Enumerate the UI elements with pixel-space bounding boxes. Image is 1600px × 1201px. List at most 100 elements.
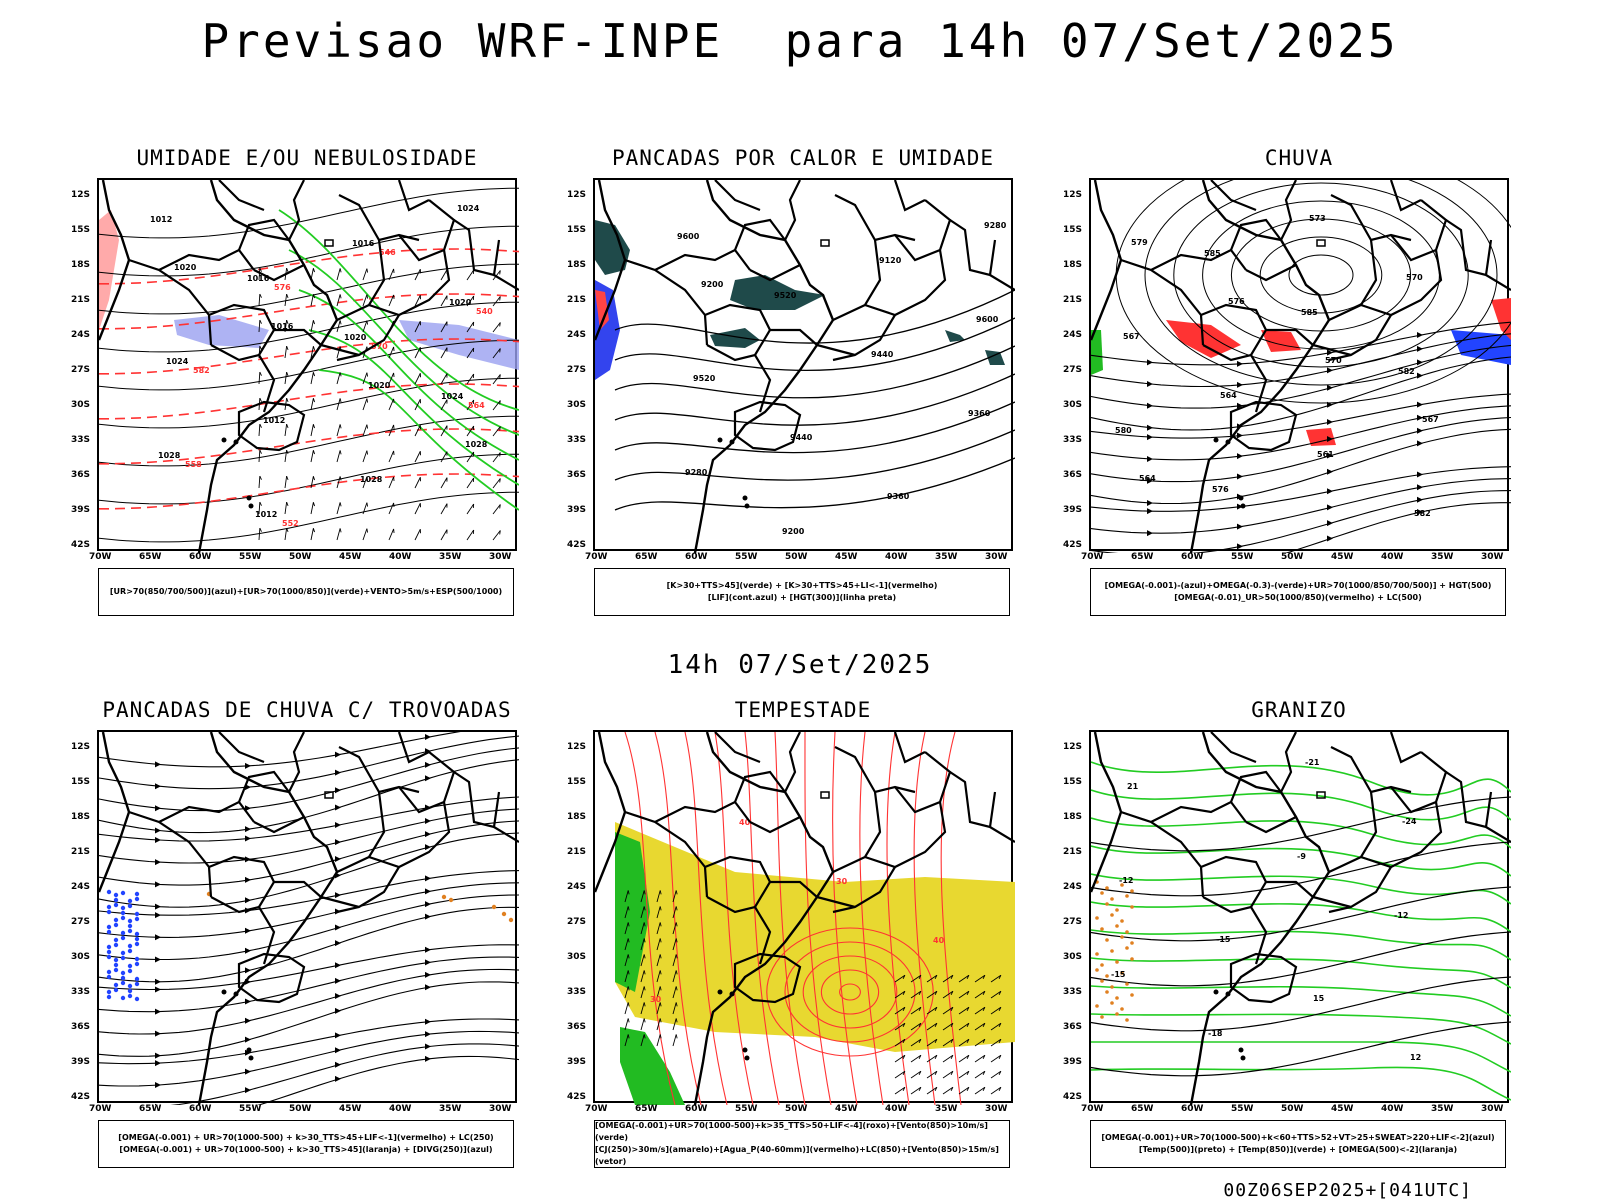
contour-label: 1016 — [352, 239, 375, 248]
lat-tick-label: 21S — [1063, 295, 1082, 305]
streamline-arrow — [335, 839, 341, 845]
lat-tick-label: 24S — [71, 330, 90, 340]
coastline — [595, 180, 833, 553]
wind-arrow-head — [340, 528, 341, 532]
omega-dot — [1100, 927, 1104, 931]
streamline-arrow — [1147, 359, 1153, 365]
omega-dot — [1100, 979, 1104, 983]
wind-arrow — [259, 294, 260, 306]
divergence-dot — [107, 955, 111, 959]
lon-tick-label: 45W — [835, 1104, 857, 1114]
country-border — [950, 772, 995, 827]
omega-dot — [1110, 1001, 1114, 1005]
contour-label: 561 — [1317, 450, 1334, 459]
country-border — [990, 275, 1015, 290]
streamline-arrow — [425, 1019, 431, 1025]
streamline-arrow — [155, 1031, 161, 1037]
map-outline — [595, 180, 1015, 553]
contour-label: 576 — [274, 283, 291, 292]
streamlines — [1091, 322, 1511, 553]
streamline-arrow — [335, 752, 341, 758]
streamline-arrow — [425, 818, 431, 824]
country-border — [1446, 220, 1491, 275]
lon-tick-label: 65W — [1131, 1104, 1153, 1114]
divergence-dot — [107, 890, 111, 894]
wind-arrow — [259, 528, 260, 540]
country-border — [990, 827, 1015, 842]
estuary-blob — [234, 440, 239, 445]
temp850-line — [1091, 1042, 1511, 1072]
divergence-dot — [121, 976, 125, 980]
streamline-arrow — [1237, 543, 1243, 549]
contour-label: 9280 — [984, 221, 1007, 230]
country-border — [715, 180, 760, 210]
divergence-dot — [121, 956, 125, 960]
estuary-blob — [743, 1048, 748, 1053]
country-border — [1266, 882, 1313, 897]
streamline-arrow — [1327, 385, 1333, 391]
contour-label: -12 — [1394, 911, 1408, 920]
wind-arrow — [441, 400, 447, 410]
streamline-arrow — [1237, 433, 1243, 439]
jet-yellow — [615, 822, 1015, 1052]
contour-label: 1020 — [368, 381, 391, 390]
lat-tick-label: 27S — [71, 365, 90, 375]
streamline-arrow — [155, 979, 161, 985]
wind-arrow-head — [500, 348, 501, 352]
wind-arrow — [259, 450, 260, 462]
contour-label: -24 — [1402, 817, 1417, 826]
orange-dot — [442, 895, 446, 899]
lon-tick-label: 70W — [585, 552, 607, 562]
wind-arrow — [657, 1034, 660, 1046]
wind-arrow — [259, 372, 260, 384]
wind-arrow — [311, 398, 313, 410]
lon-tick-label: 55W — [735, 552, 757, 562]
country-border — [625, 260, 707, 345]
divergence-dot — [121, 951, 125, 955]
lon-tick-label: 70W — [89, 1104, 111, 1114]
estuary-blob — [718, 438, 723, 443]
contour-label: 1012 — [255, 510, 277, 519]
lat-tick-label: 42S — [1063, 1092, 1082, 1102]
wind-arrow — [311, 450, 313, 462]
legend-box: [UR>70(850/700/500)](azul)+[UR>70(1000/8… — [98, 568, 514, 616]
streamline-arrow — [155, 1082, 161, 1088]
omega-dot — [1115, 924, 1119, 928]
wind-arrow — [415, 529, 420, 540]
hgt300-line — [615, 374, 1015, 425]
contour-label: 9120 — [879, 256, 902, 265]
streamline-arrow — [245, 967, 251, 973]
lat-tick-label: 24S — [1063, 882, 1082, 892]
lat-tick-label: 12S — [1063, 742, 1082, 752]
country-border — [209, 857, 274, 907]
legend-line: [OMEGA(-0.001) + UR>70(1000-500) + k>30_… — [118, 1132, 493, 1144]
streamline-arrow — [1147, 530, 1153, 536]
omega-dot — [1120, 919, 1124, 923]
divergence-dot — [114, 903, 118, 907]
streamline-arrow — [335, 892, 341, 898]
streamline-arrow — [1237, 382, 1243, 388]
contour-label: 564 — [1220, 391, 1237, 400]
divergence-dot — [128, 969, 132, 973]
lon-tick-label: 55W — [735, 1104, 757, 1114]
wind-arrow — [389, 477, 394, 488]
streamline-arrow — [1237, 453, 1243, 459]
map-outline — [99, 180, 519, 553]
lat-tick-label: 18S — [567, 812, 586, 822]
lon-tick-label: 35W — [1431, 1104, 1453, 1114]
country-border — [289, 180, 304, 240]
lat-tick-label: 15S — [567, 777, 586, 787]
divergence-dot — [121, 981, 125, 985]
orange-dot — [449, 898, 453, 902]
country-border — [274, 882, 321, 897]
lon-tick-label: 65W — [139, 552, 161, 562]
wind-arrow — [259, 476, 260, 488]
divergence-dot — [128, 994, 132, 998]
temp850-contours — [1091, 762, 1511, 1100]
streamline-arrow — [425, 984, 431, 990]
omega-dot — [1105, 990, 1109, 994]
streamline — [99, 982, 519, 1056]
wind-arrow — [389, 399, 394, 410]
estuary-blob — [730, 440, 735, 445]
